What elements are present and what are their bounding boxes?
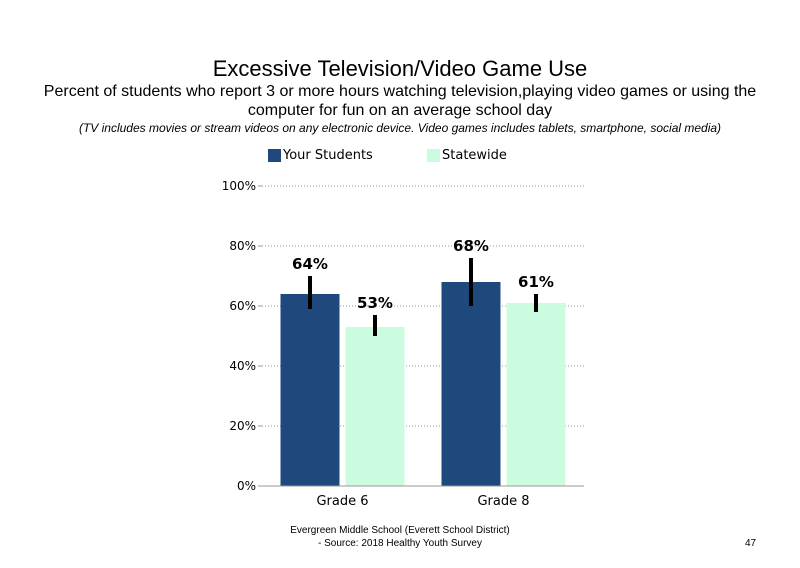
bar xyxy=(441,282,501,486)
legend-item-statewide: Statewide xyxy=(427,148,507,163)
y-tick-label: 20% xyxy=(229,419,256,433)
footer-school: Evergreen Middle School (Everett School … xyxy=(290,525,510,536)
y-tick-label: 100% xyxy=(222,179,256,193)
data-label: 68% xyxy=(453,237,489,255)
footer-source: Evergreen Middle School (Everett School … xyxy=(250,524,550,550)
bar-chart: 0% 20% 40% 60% 80% 100% 64% 53% Grade 6 68% 61% Gra… xyxy=(222,179,584,509)
bar xyxy=(345,327,405,486)
legend-label-your-students: Your Students xyxy=(283,148,373,163)
data-label: 61% xyxy=(518,273,554,291)
legend-item-your-students: Your Students xyxy=(268,148,373,163)
legend-swatch-your-students xyxy=(268,149,281,162)
y-tick-label: 80% xyxy=(229,239,256,253)
data-label: 64% xyxy=(292,255,328,273)
x-tick-label: Grade 6 xyxy=(316,494,368,509)
y-tick-label: 40% xyxy=(229,359,256,373)
chart-title: Excessive Television/Video Game Use xyxy=(212,56,588,81)
legend-swatch-statewide xyxy=(427,149,440,162)
legend-label-statewide: Statewide xyxy=(442,148,507,163)
chart-legend: Your Students Statewide xyxy=(0,148,800,168)
data-label: 53% xyxy=(357,294,393,312)
chart-note: (TV includes movies or stream videos on … xyxy=(78,121,722,135)
footer-source-line: - Source: 2018 Healthy Youth Survey xyxy=(318,538,482,549)
bar xyxy=(506,303,566,486)
page-number: 47 xyxy=(745,538,757,549)
chart-subtitle: Percent of students who report 3 or more… xyxy=(43,83,757,119)
y-tick-label: 0% xyxy=(237,479,256,493)
y-tick-label: 60% xyxy=(229,299,256,313)
x-tick-label: Grade 8 xyxy=(477,494,529,509)
bar xyxy=(280,294,340,486)
